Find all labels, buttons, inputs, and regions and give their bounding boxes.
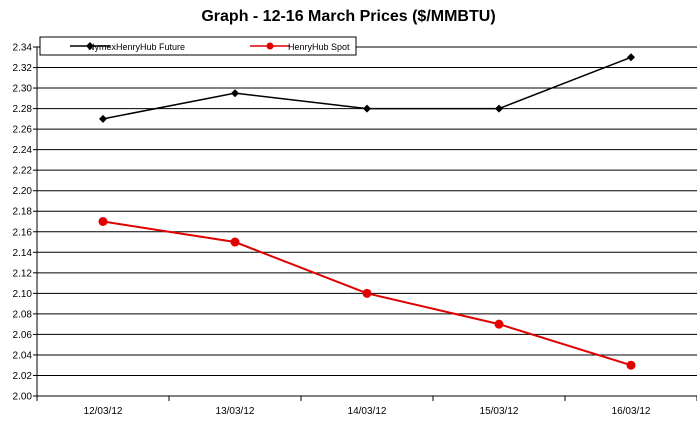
axis-layer: 2.00 2.02 2.04 2.06 2.08 2.10 2.12 2.14 2.16 2.18… [13, 43, 697, 417]
data-point [627, 53, 635, 62]
data-point [626, 360, 636, 370]
y-tick-label: 2.34 [13, 43, 33, 54]
legend: NymexHenryHub Future HenryHub Spot [39, 36, 357, 56]
y-tick-label: 2.02 [13, 371, 33, 382]
data-point [230, 237, 240, 247]
x-tick-label: 14/03/12 [348, 406, 387, 417]
y-tick-label: 2.10 [13, 289, 33, 300]
y-tick-label: 2.06 [13, 330, 33, 341]
data-point [495, 104, 503, 113]
y-tick-label: 2.26 [13, 125, 33, 136]
y-tick-label: 2.16 [13, 227, 33, 238]
y-tick-label: 2.18 [13, 207, 33, 218]
x-tick-label: 12/03/12 [84, 406, 123, 417]
y-tick-label: 2.04 [13, 350, 33, 361]
series-layer [98, 53, 636, 370]
x-tick-label: 15/03/12 [480, 406, 519, 417]
legend-marker-spot [266, 42, 274, 50]
x-tick-label: 13/03/12 [216, 406, 255, 417]
data-point [98, 217, 108, 226]
y-tick-label: 2.00 [13, 392, 33, 403]
y-tick-label: 2.12 [13, 268, 33, 279]
y-tick-label: 2.30 [13, 84, 33, 95]
y-tick-label: 2.22 [13, 166, 33, 177]
y-tick-label: 2.28 [13, 104, 33, 115]
x-tick-label: 16/03/12 [612, 406, 651, 417]
legend-marker-future [86, 42, 94, 50]
data-point [99, 114, 107, 123]
y-tick-label: 2.20 [13, 186, 33, 197]
data-point [363, 104, 371, 113]
legend-label-future: NymexHenryHub Future [88, 42, 185, 52]
chart-title: Graph - 12-16 March Prices ($/MMBTU) [201, 8, 496, 25]
y-tick-label: 2.24 [13, 145, 33, 156]
data-point [494, 319, 504, 329]
legend-label-spot: HenryHub Spot [288, 42, 350, 52]
legend-box [39, 36, 357, 56]
y-tick-label: 2.08 [13, 309, 33, 320]
y-tick-label: 2.14 [13, 248, 33, 259]
data-point [362, 288, 372, 298]
grid-layer [37, 46, 697, 397]
data-point [231, 89, 239, 98]
y-tick-label: 2.32 [13, 63, 33, 74]
